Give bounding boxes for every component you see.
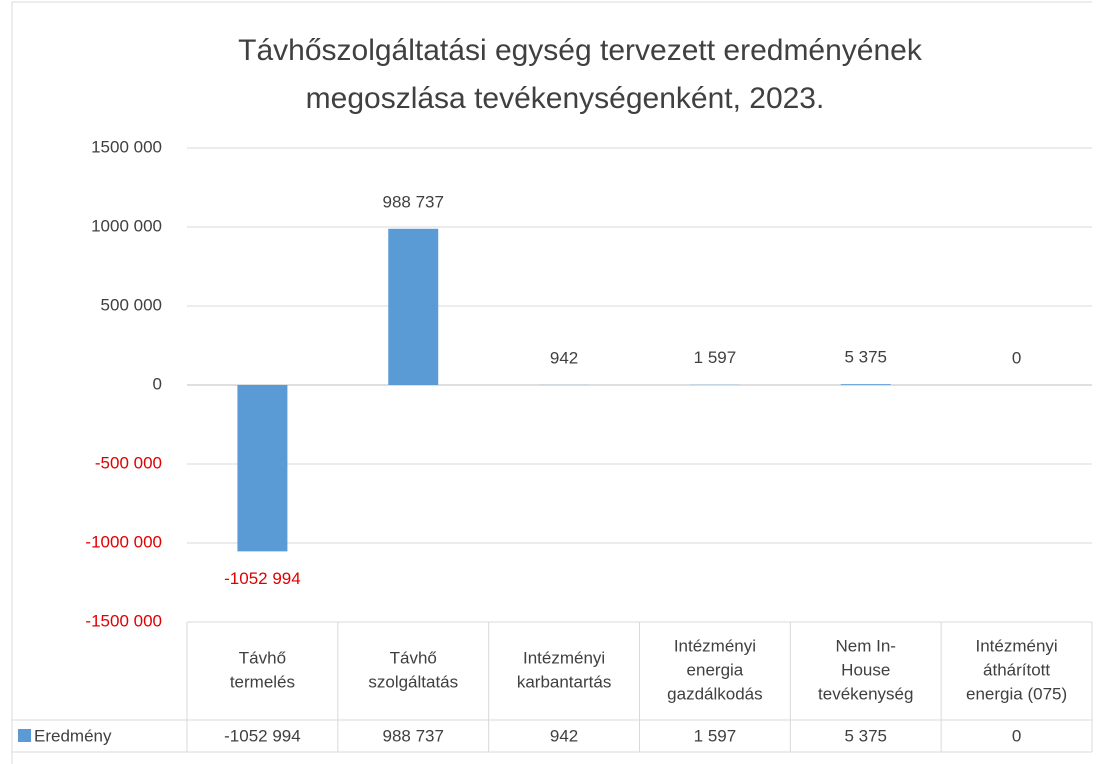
legend-swatch [18, 729, 31, 742]
x-tick-label: Intézményi [523, 648, 605, 667]
x-tick-label: Távhő [390, 648, 437, 667]
table-value: 1 597 [694, 726, 737, 745]
x-tick-label: Intézményi [674, 636, 756, 655]
data-label: 1 597 [694, 348, 737, 367]
table-value: -1052 994 [224, 726, 301, 745]
y-tick-label: 500 000 [101, 295, 162, 314]
y-tick-label: 0 [153, 374, 162, 393]
x-tick-label: termelés [230, 672, 295, 691]
x-tick-label: gazdálkodás [667, 684, 762, 703]
x-tick-label: karbantartás [517, 672, 612, 691]
table-value: 5 375 [844, 726, 887, 745]
data-label: 0 [1012, 348, 1021, 367]
chart-title: megoszlása tevékenységenként, 2023. [306, 82, 825, 115]
data-label: 942 [550, 348, 578, 367]
table-value: 988 737 [383, 726, 444, 745]
x-tick-label: Nem In- [836, 636, 896, 655]
x-tick-label: tevékenység [818, 684, 913, 703]
y-tick-label: 1500 000 [91, 137, 162, 156]
y-tick-label: -500 000 [95, 453, 162, 472]
chart-title: Távhőszolgáltatási egység tervezett ered… [238, 34, 923, 67]
x-tick-label: Távhő [239, 648, 286, 667]
bar [237, 385, 288, 552]
y-tick-label: -1000 000 [85, 532, 162, 551]
y-tick-label: 1000 000 [91, 216, 162, 235]
x-tick-label: Intézményi [975, 636, 1057, 655]
data-label: 5 375 [844, 348, 887, 367]
x-tick-label: energia [687, 660, 744, 679]
table-value: 0 [1012, 726, 1021, 745]
y-tick-label: -1500 000 [85, 611, 162, 630]
bar [388, 228, 439, 385]
data-label: 988 737 [383, 192, 444, 211]
bar [840, 384, 891, 385]
x-tick-label: áthárított [983, 660, 1050, 679]
data-label: -1052 994 [224, 569, 301, 588]
x-tick-label: szolgáltatás [368, 672, 458, 691]
x-tick-label: House [841, 660, 890, 679]
table-value: 942 [550, 726, 578, 745]
x-tick-label: energia (075) [966, 684, 1067, 703]
legend-label: Eredmény [34, 726, 112, 745]
